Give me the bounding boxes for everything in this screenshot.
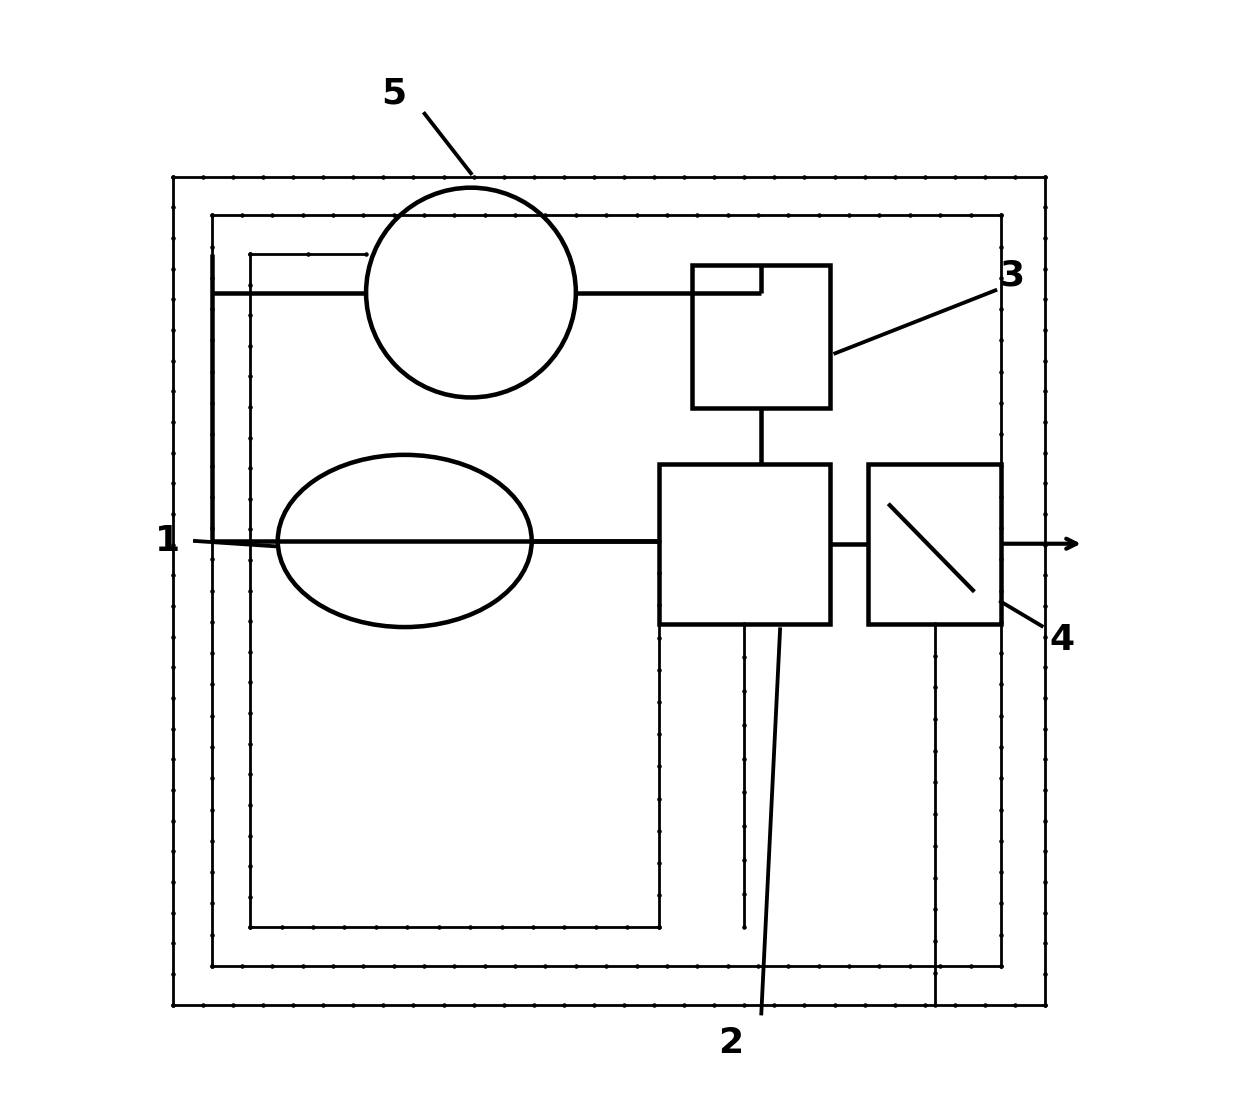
Bar (658, 464, 830, 624)
Text: 3: 3 (999, 259, 1024, 293)
Text: 5: 5 (381, 77, 407, 110)
Bar (692, 265, 830, 408)
Text: 2: 2 (718, 1027, 743, 1060)
Text: 4: 4 (1049, 624, 1074, 657)
Text: 1: 1 (155, 524, 180, 558)
Bar (868, 464, 1001, 624)
